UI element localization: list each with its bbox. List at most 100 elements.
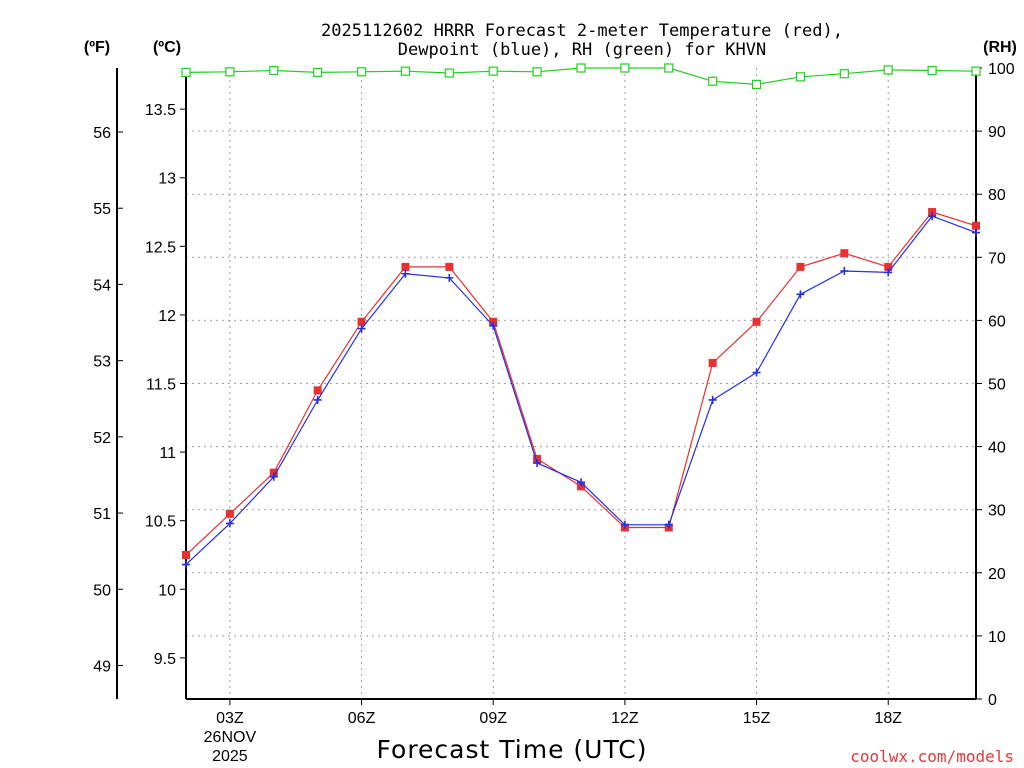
rh-data-point (620, 63, 630, 73)
dewpoint-series-line (185, 215, 977, 566)
rh-tick-label: 70 (988, 250, 1006, 267)
dewpoint-data-point (357, 324, 366, 333)
temperature-data-point (313, 386, 322, 395)
credit-text: coolwx.com/models (850, 747, 1014, 766)
rh-tick-label: 0 (988, 692, 997, 709)
dewpoint-data-point (708, 395, 717, 404)
rh-axis-unit: (RH) (983, 39, 1017, 56)
date-label-year: 2025 (212, 748, 248, 765)
chart-title-line-2: Dewpoint (blue), RH (green) for KHVN (398, 40, 766, 60)
temperature-data-point (357, 317, 366, 326)
rh-tick-label: 40 (988, 440, 1006, 457)
data-series (181, 63, 981, 569)
temperature-data-point (840, 249, 849, 258)
rh-data-point (532, 67, 542, 77)
time-tick-label: 15Z (743, 710, 771, 727)
rh-tick-label: 100 (988, 61, 1015, 78)
rh-data-point (225, 67, 235, 77)
dewpoint-data-point (401, 269, 410, 278)
fahrenheit-tick-label: 50 (93, 582, 111, 599)
fahrenheit-tick-label: 54 (93, 277, 111, 294)
axes: 9.5 10 10.5 11 11.5 12 12.5 13 13.5 49 50 51 52 53 54 5… (93, 61, 1015, 765)
celsius-tick-label: 11 (159, 445, 176, 462)
fahrenheit-tick-label: 53 (93, 354, 111, 371)
dewpoint-data-point (972, 228, 980, 237)
rh-tick-label: 10 (988, 629, 1006, 646)
temperature-data-point (533, 454, 542, 463)
temperature-data-point (928, 208, 937, 217)
date-label-day: 26NOV (204, 729, 257, 746)
rh-tick-label: 30 (988, 503, 1006, 520)
dewpoint-data-point (928, 212, 937, 221)
rh-data-point (795, 72, 806, 82)
rh-tick-label: 80 (988, 187, 1006, 204)
rh-data-point (883, 65, 893, 75)
celsius-tick-label: 10.5 (145, 514, 176, 531)
temperature-data-point (269, 468, 278, 477)
temperature-series-line (185, 211, 977, 556)
dewpoint-data-point (269, 472, 278, 481)
rh-data-point (751, 79, 762, 90)
chart-title-line-1: 2025112602 HRRR Forecast 2-meter Tempera… (321, 21, 843, 41)
dewpoint-data-point (752, 368, 761, 377)
celsius-axis-unit: (ºC) (153, 39, 181, 56)
celsius-tick-label: 10 (158, 582, 176, 599)
time-tick-label: 03Z (216, 710, 244, 727)
rh-data-point (181, 67, 191, 78)
dewpoint-data-point (620, 520, 629, 529)
dewpoint-data-point (664, 520, 673, 529)
rh-data-point (971, 66, 981, 76)
dewpoint-data-point (796, 290, 805, 299)
dewpoint-data-point (489, 321, 498, 330)
rh-data-point (269, 65, 279, 76)
rh-data-point (488, 66, 498, 76)
celsius-tick-label: 12 (158, 308, 176, 325)
time-tick-label: 12Z (611, 710, 639, 727)
x-axis-label: Forecast Time (UTC) (377, 735, 648, 764)
rh-data-point (400, 66, 411, 76)
celsius-tick-label: 12.5 (145, 239, 176, 256)
dewpoint-data-point (533, 459, 542, 468)
rh-tick-label: 50 (988, 377, 1006, 394)
dewpoint-data-point (840, 267, 849, 276)
rh-data-point (664, 63, 674, 73)
celsius-tick-label: 9.5 (154, 651, 176, 668)
celsius-tick-label: 13 (158, 171, 176, 188)
temperature-data-point (577, 482, 585, 491)
rh-data-point (444, 68, 454, 78)
temperature-data-point (796, 262, 805, 271)
rh-data-point (927, 65, 937, 76)
rh-data-point (356, 67, 367, 77)
time-tick-label: 06Z (348, 710, 376, 727)
fahrenheit-tick-label: 55 (93, 201, 111, 218)
celsius-tick-label: 11.5 (146, 377, 176, 394)
temperature-data-point (752, 317, 761, 326)
dewpoint-data-point (182, 560, 190, 569)
gridlines (186, 68, 976, 699)
temperature-data-point (182, 550, 190, 559)
time-tick-label: 09Z (479, 710, 507, 727)
time-tick-label: 18Z (874, 710, 902, 727)
temperature-data-point (972, 221, 980, 230)
rh-tick-label: 90 (988, 124, 1006, 141)
rh-data-point (839, 69, 849, 79)
rh-data-point (708, 76, 718, 86)
fahrenheit-tick-label: 51 (93, 506, 111, 523)
fahrenheit-tick-label: 49 (93, 658, 111, 675)
fahrenheit-tick-label: 56 (93, 125, 111, 142)
dewpoint-data-point (445, 273, 454, 282)
rh-tick-label: 20 (988, 566, 1006, 583)
temperature-data-point (401, 262, 410, 271)
temperature-data-point (489, 317, 498, 326)
dewpoint-data-point (577, 478, 585, 487)
temperature-data-point (884, 262, 893, 271)
dewpoint-data-point (884, 268, 893, 277)
rh-data-point (576, 63, 586, 73)
temperature-data-point (708, 358, 717, 367)
rh-data-point (313, 67, 323, 78)
dewpoint-data-point (313, 395, 322, 404)
dewpoint-data-point (225, 519, 234, 528)
fahrenheit-axis-unit: (ºF) (84, 39, 110, 56)
celsius-tick-label: 13.5 (145, 102, 176, 119)
